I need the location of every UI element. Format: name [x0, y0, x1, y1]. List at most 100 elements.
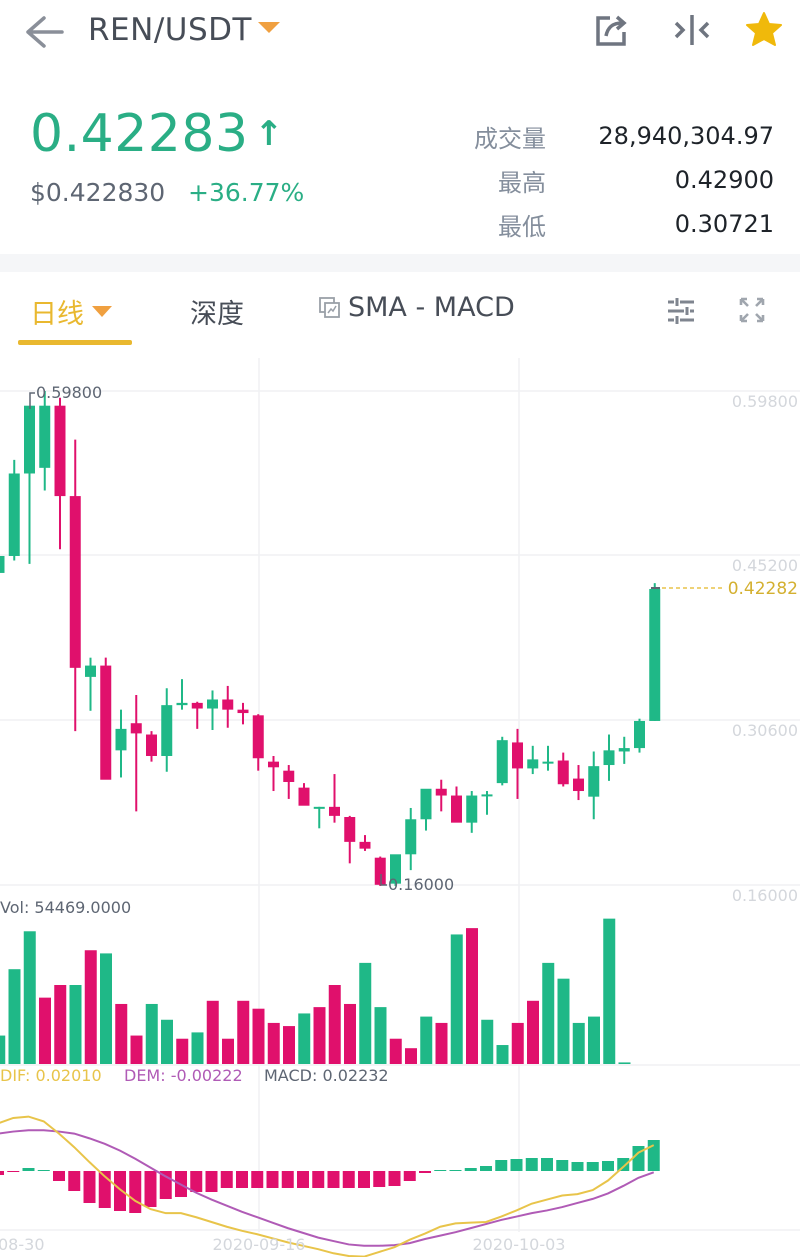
macd-histogram-bar [144, 1171, 157, 1207]
volume-bar [466, 928, 478, 1064]
volume-bar [405, 1048, 417, 1064]
dif-label: DIF: 0.02010 [0, 1066, 102, 1085]
kline-chart[interactable]: 0.59800 0.45200 0.30600 0.16000 0.59800 0.160… [0, 355, 800, 1257]
macd-histogram-bar [7, 1171, 20, 1172]
macd-histogram-bar [373, 1171, 386, 1187]
min-price-label: 0.16000 [388, 875, 454, 894]
stat-label: 最高 [498, 168, 546, 197]
indicator-chart-icon [319, 296, 340, 318]
candle-body [115, 728, 127, 751]
macd-histogram-bar [586, 1162, 599, 1171]
price-axis-label: 0.30600 [732, 721, 798, 740]
macd-histogram-bar [480, 1166, 492, 1171]
date-label: 2020-09-16 [213, 1235, 306, 1254]
volume-bar [206, 1000, 219, 1064]
macd-histogram-bar [190, 1171, 203, 1192]
volume-bar [542, 962, 555, 1064]
dem-line [0, 1129, 655, 1247]
macd-histogram-bar [68, 1171, 81, 1191]
macd-histogram-bar [403, 1171, 416, 1181]
candle-body [573, 778, 584, 792]
candle-body [634, 720, 645, 749]
volume-bar [298, 1013, 311, 1064]
candle-body [481, 794, 493, 797]
volume-bar [161, 1019, 173, 1064]
last-price-value: 0.42283 [30, 104, 249, 164]
candle-body [54, 405, 66, 497]
candle-body [191, 702, 203, 709]
volume-bar [283, 1026, 295, 1064]
volume-bar [54, 985, 67, 1064]
back-button[interactable] [22, 12, 66, 52]
tab-indicators[interactable]: SMA - MACD [318, 292, 515, 323]
macd-histogram-bar [0, 1171, 4, 1175]
compare-button[interactable] [672, 12, 712, 52]
candle-body [161, 705, 173, 756]
tab-depth[interactable]: 深度 [190, 299, 244, 330]
share-button[interactable] [594, 12, 630, 52]
macd-histogram-bar [266, 1171, 279, 1188]
macd-histogram-bar [434, 1170, 447, 1171]
candle-body [603, 750, 615, 766]
candle-body [130, 723, 142, 734]
candle-body [222, 699, 234, 710]
volume-bar [420, 1016, 433, 1064]
volume-bar [481, 1019, 494, 1064]
macd-histogram-bar [617, 1158, 630, 1171]
date-label: 2020-10-03 [473, 1235, 566, 1254]
macd-histogram-bar [37, 1170, 50, 1171]
macd-histogram-bar [495, 1160, 508, 1171]
macd-histogram-bar [205, 1171, 218, 1192]
macd-histogram-bar [419, 1171, 431, 1173]
candle-body [466, 795, 478, 823]
macd-histogram-bar [327, 1171, 340, 1188]
fullscreen-button[interactable] [738, 296, 766, 328]
candle-body [435, 788, 447, 796]
candle-body [390, 854, 401, 884]
candle-body [557, 760, 569, 785]
tab-interval[interactable]: 日线 [30, 292, 112, 331]
candle-body [527, 759, 539, 769]
pair-selector[interactable]: REN/USDT [88, 12, 280, 48]
max-price-label: 0.59800 [36, 383, 102, 402]
stat-label: 成交量 [474, 124, 546, 153]
macd-label: MACD: 0.02232 [264, 1066, 389, 1085]
macd-histogram-bar [464, 1168, 477, 1171]
candle-body [420, 788, 432, 820]
candle-body [588, 766, 600, 797]
change-percent: +36.77% [188, 178, 305, 207]
volume-bar [8, 969, 21, 1064]
candle-body [298, 787, 310, 806]
chevron-down-icon [257, 21, 280, 33]
chart-settings-button[interactable] [666, 296, 696, 330]
candle-body [344, 817, 356, 842]
macd-histogram-bar [251, 1171, 264, 1188]
candle-body [8, 473, 20, 556]
candle-body [207, 699, 218, 709]
stat-value: 0.30721 [674, 210, 774, 238]
candle-body [146, 734, 157, 756]
volume-bar [603, 918, 616, 1064]
price-axis-label: 0.45200 [732, 556, 798, 575]
candle-body [405, 819, 417, 855]
macd-histogram-bar [83, 1171, 96, 1203]
volume-bar [39, 997, 51, 1064]
max-marker [29, 392, 35, 409]
volume-bar [328, 985, 341, 1064]
back-arrow-icon [26, 16, 64, 48]
volume-bar [374, 1007, 387, 1064]
volume-bar [450, 934, 463, 1064]
volume-bar [572, 1022, 585, 1064]
volume-label: Vol: 54469.0000 [0, 898, 131, 917]
macd-histogram-bar [342, 1171, 355, 1188]
favorite-button[interactable] [744, 10, 784, 54]
volume-bar [0, 1035, 6, 1064]
macd-histogram-bar [281, 1171, 294, 1188]
candle-body [359, 841, 371, 849]
macd-histogram-bar [297, 1171, 309, 1188]
macd-histogram-bar [556, 1160, 569, 1171]
candle-body [313, 806, 325, 809]
compare-icon [674, 15, 710, 45]
stat-volume: 成交量 28,940,304.97 [474, 114, 774, 158]
candle-body [85, 665, 96, 677]
